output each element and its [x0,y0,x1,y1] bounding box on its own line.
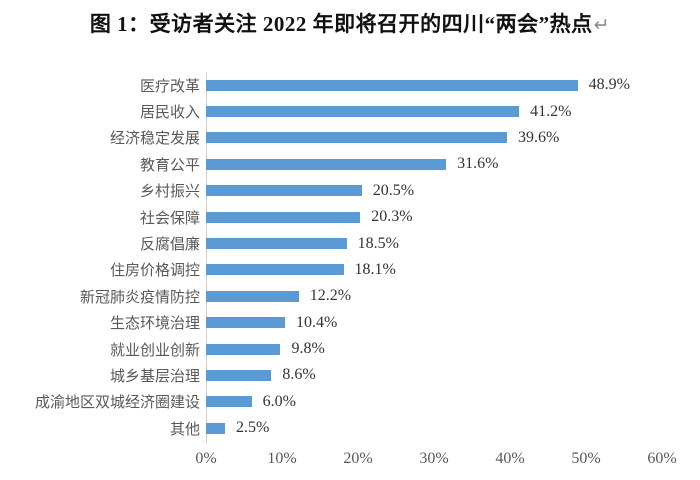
bar-track: 2.5% [206,415,662,441]
bar-track: 31.6% [206,151,662,177]
bar [206,158,447,170]
y-axis-line [206,72,207,443]
category-label: 就业创业创新 [109,341,200,359]
bar-row: 成渝地区双城经济圈建设 6.0% [0,389,662,415]
bar-track: 18.1% [206,257,662,283]
bar-row: 经济稳定发展 39.6% [0,125,662,151]
bar-track: 48.9% [206,72,662,98]
bar-rows: 医疗改革 48.9% 居民收入 41.2% 经济稳定发展 39.6% 教育公平 31.6% 乡村… [0,72,662,441]
bar-track: 18.5% [206,230,662,256]
category-label: 居民收入 [139,104,200,122]
bar [206,317,286,329]
bar-row: 社会保障 20.3% [0,204,662,230]
x-axis-tick-label: 40% [495,450,525,467]
bar [206,106,520,118]
bar-row: 城乡基层治理 8.6% [0,362,662,388]
bar-chart: 医疗改革 48.9% 居民收入 41.2% 经济稳定发展 39.6% 教育公平 31.6% 乡村… [0,72,700,472]
bar [206,343,281,355]
value-label: 41.2% [530,102,572,120]
x-axis-tick-label: 30% [419,450,449,467]
bar-row: 居民收入 41.2% [0,98,662,124]
x-axis-tick-label: 50% [571,450,601,467]
x-axis-tick-label: 60% [647,450,677,467]
bar-row: 医疗改革 48.9% [0,72,662,98]
value-label: 48.9% [588,76,630,94]
value-label: 18.5% [357,234,399,252]
category-label: 社会保障 [139,209,200,227]
category-label: 乡村振兴 [139,183,200,201]
value-label: 6.0% [262,392,296,410]
x-axis: 0% 10% 20% 30% 40% 50% 60% [195,450,676,472]
value-label: 20.3% [371,208,413,226]
chart-title: 图 1：受访者关注 2022 年即将召开的四川“两会”热点↵ [0,8,700,38]
category-label: 经济稳定发展 [109,130,200,148]
value-label: 8.6% [282,366,316,384]
category-label: 医疗改革 [139,77,200,95]
value-label: 10.4% [296,313,338,331]
bar [206,369,272,381]
category-label: 其他 [169,420,200,438]
value-label: 9.8% [291,340,325,358]
category-label: 住房价格调控 [109,262,200,280]
bar [206,132,507,144]
bar-row: 教育公平 31.6% [0,151,662,177]
bar-track: 6.0% [206,389,662,415]
bar [206,238,347,250]
bar-row: 生态环境治理 10.4% [0,310,662,336]
category-label: 生态环境治理 [109,315,200,333]
value-label: 31.6% [457,155,499,173]
bar [206,185,362,197]
bar-track: 20.3% [206,204,662,230]
value-label: 18.1% [354,260,396,278]
bar-track: 12.2% [206,283,662,309]
bar-track: 20.5% [206,178,662,204]
paragraph-return-mark: ↵ [593,15,611,36]
bar [206,264,344,276]
x-axis-tick-label: 10% [267,450,297,467]
bar [206,79,578,91]
chart-title-text: 图 1：受访者关注 2022 年即将召开的四川“两会”热点 [89,12,593,36]
value-label: 12.2% [309,287,352,305]
bar-row: 新冠肺炎疫情防控 12.2% [0,283,662,309]
category-label: 反腐倡廉 [139,236,200,254]
bar-row: 住房价格调控 18.1% [0,257,662,283]
category-label: 教育公平 [139,156,200,174]
value-label: 39.6% [517,128,560,146]
bar-row: 就业创业创新 9.8% [0,336,662,362]
x-axis-tick-label: 0% [195,450,217,467]
bar-track: 9.8% [206,336,662,362]
bar-row: 乡村振兴 20.5% [0,178,662,204]
bar-track: 41.2% [206,98,662,124]
value-label: 2.5% [236,419,270,437]
bar-row: 反腐倡廉 18.5% [0,230,662,256]
bar-track: 10.4% [206,310,662,336]
bar [206,290,299,302]
category-label: 成渝地区双城经济圈建设 [34,394,200,412]
bar-row: 其他 2.5% [0,415,662,441]
bar [206,422,225,434]
value-label: 20.5% [372,181,415,199]
bar-track: 39.6% [206,125,662,151]
category-label: 城乡基层治理 [109,367,200,385]
x-axis-tick-label: 20% [343,450,373,467]
bar [206,396,252,408]
bar-track: 8.6% [206,362,662,388]
bar [206,211,361,223]
category-label: 新冠肺炎疫情防控 [79,288,200,306]
